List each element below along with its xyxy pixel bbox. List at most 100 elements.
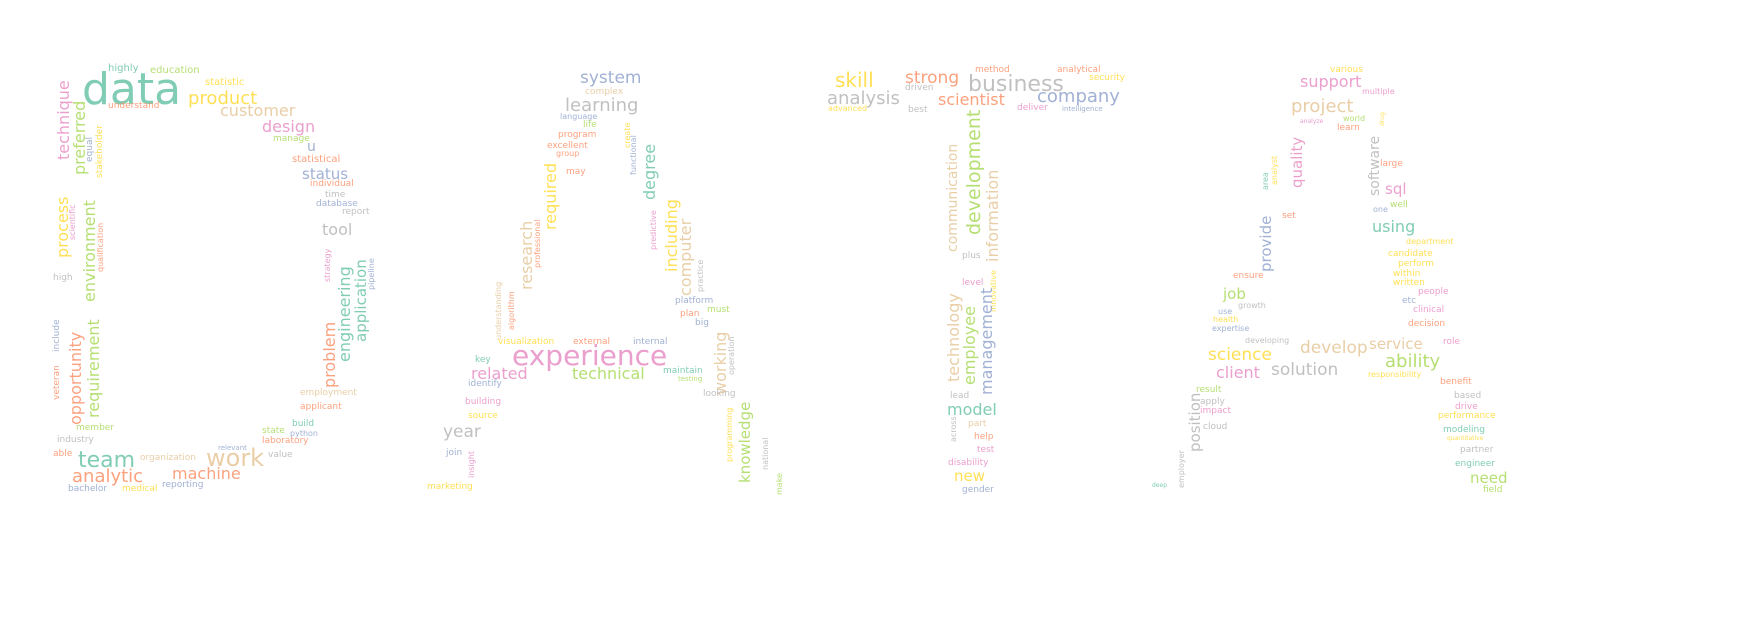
word: etc bbox=[1402, 296, 1417, 306]
word: developing bbox=[1245, 336, 1290, 345]
word: employment bbox=[300, 388, 357, 398]
word: pipeline bbox=[367, 258, 376, 290]
word: management bbox=[977, 287, 996, 395]
word: equal bbox=[85, 137, 95, 162]
word: apply bbox=[1200, 397, 1225, 407]
word: performance bbox=[1438, 411, 1496, 421]
word: report bbox=[342, 207, 370, 217]
word: predictive bbox=[649, 210, 658, 250]
word: development bbox=[963, 109, 985, 235]
word: ensure bbox=[1233, 271, 1264, 281]
word: program bbox=[558, 130, 597, 140]
word: high bbox=[53, 273, 73, 283]
word: external bbox=[573, 337, 611, 347]
word: provide bbox=[1257, 215, 1275, 272]
word: learning bbox=[565, 95, 639, 116]
word: employer bbox=[1177, 450, 1186, 488]
word: platform bbox=[675, 296, 714, 306]
word: result bbox=[1196, 385, 1222, 395]
word: test bbox=[977, 445, 995, 455]
word: organization bbox=[140, 453, 196, 463]
word: skill bbox=[835, 68, 874, 92]
word: work bbox=[206, 444, 265, 472]
word: complex bbox=[585, 87, 624, 97]
word: advanced bbox=[828, 104, 868, 113]
word: world bbox=[1343, 114, 1366, 123]
word: language bbox=[560, 112, 598, 121]
word: bachelor bbox=[68, 484, 108, 494]
word: drive bbox=[1455, 402, 1478, 412]
word: plus bbox=[962, 251, 981, 261]
word: candidate bbox=[1388, 249, 1433, 259]
word: u bbox=[307, 139, 316, 155]
word: practice bbox=[696, 259, 705, 292]
word: clinical bbox=[1413, 305, 1445, 315]
word: may bbox=[566, 167, 586, 177]
word: programming bbox=[725, 407, 734, 462]
word: analyze bbox=[1300, 118, 1324, 125]
word: required bbox=[541, 162, 560, 230]
word: status bbox=[302, 165, 349, 183]
word: perform bbox=[1398, 259, 1434, 269]
word: well bbox=[1390, 200, 1408, 210]
word: based bbox=[1454, 391, 1482, 401]
word: environment bbox=[80, 200, 99, 302]
word: year bbox=[443, 422, 481, 442]
word: build bbox=[292, 419, 315, 429]
word: include bbox=[52, 319, 62, 352]
word: engineering bbox=[335, 266, 354, 362]
word: system bbox=[580, 68, 642, 88]
word: testing bbox=[678, 375, 703, 383]
word: strategy bbox=[323, 248, 332, 282]
word: building bbox=[465, 397, 502, 407]
word: computer bbox=[676, 218, 695, 296]
word: tool bbox=[322, 220, 353, 239]
word: team bbox=[78, 448, 136, 473]
word: group bbox=[556, 149, 580, 158]
word: gender bbox=[962, 485, 994, 495]
word: using bbox=[1372, 217, 1416, 236]
word: role bbox=[1443, 337, 1461, 347]
word: applicant bbox=[300, 402, 342, 412]
word: maintain bbox=[663, 366, 703, 376]
word: various bbox=[1330, 65, 1363, 75]
word: job bbox=[1223, 285, 1246, 303]
word: benefit bbox=[1440, 377, 1472, 387]
word: learn bbox=[1337, 123, 1360, 133]
word: knowledge bbox=[736, 401, 754, 483]
word: analytic bbox=[72, 466, 144, 487]
word: identify bbox=[468, 379, 502, 389]
word: need bbox=[1470, 469, 1508, 487]
word: individual bbox=[310, 179, 354, 189]
word: scientific bbox=[68, 204, 77, 240]
word: statistical bbox=[292, 154, 341, 165]
word: strong bbox=[905, 68, 960, 88]
word: research bbox=[517, 220, 536, 290]
word: functional bbox=[629, 135, 638, 175]
word: technical bbox=[572, 364, 645, 383]
word: member bbox=[76, 423, 115, 433]
word: position bbox=[1186, 392, 1204, 452]
word: cloud bbox=[1203, 422, 1228, 432]
word: looking bbox=[703, 389, 736, 399]
word: relevant bbox=[218, 444, 247, 452]
word: health bbox=[1213, 315, 1239, 324]
word: large bbox=[1380, 159, 1403, 169]
word: company bbox=[1037, 86, 1120, 107]
word: information bbox=[983, 169, 1002, 262]
word: opportunity bbox=[66, 331, 85, 425]
word: engineer bbox=[1455, 459, 1495, 469]
word: algorithm bbox=[507, 291, 516, 330]
word: industry bbox=[57, 435, 94, 445]
word: communication bbox=[945, 143, 961, 252]
word: disability bbox=[948, 458, 989, 468]
word: analysis bbox=[827, 88, 900, 109]
word: make bbox=[775, 473, 784, 495]
word: part bbox=[968, 419, 987, 429]
word: across bbox=[949, 416, 958, 442]
word: responsibility bbox=[1368, 370, 1422, 379]
word: decision bbox=[1408, 319, 1446, 329]
word: field bbox=[1483, 485, 1503, 495]
word: people bbox=[1418, 287, 1449, 297]
word: product bbox=[188, 88, 258, 109]
